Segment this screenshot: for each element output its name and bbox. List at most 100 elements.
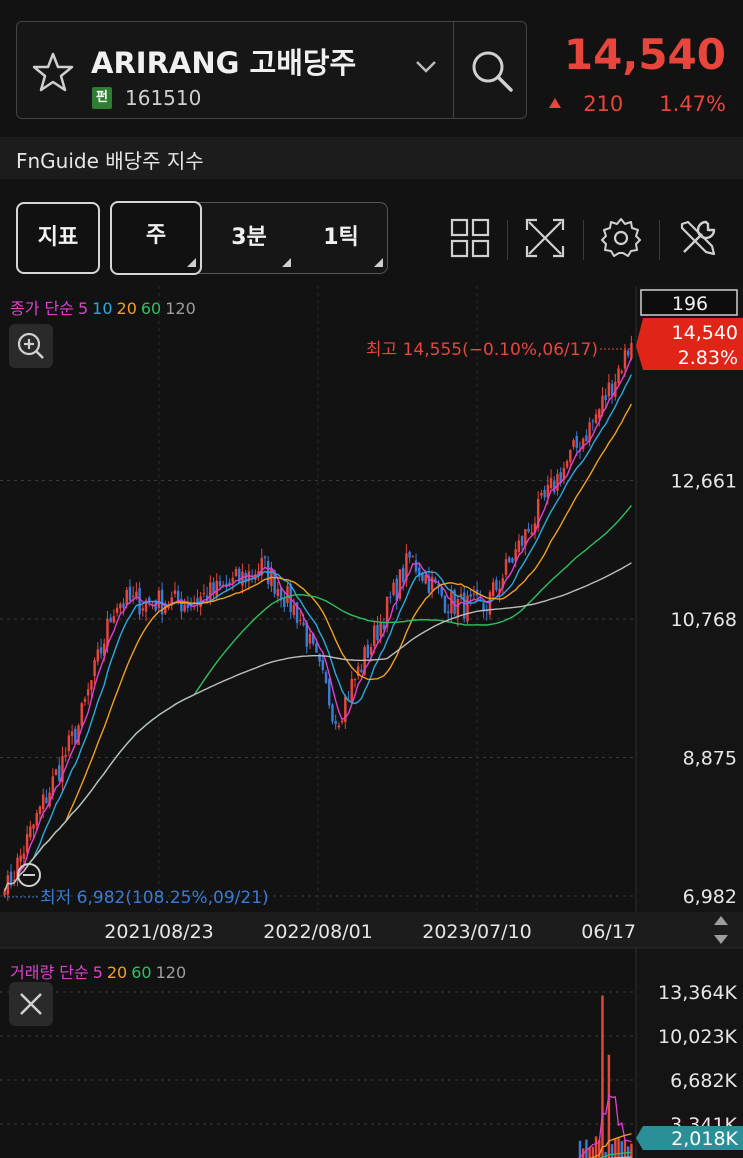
candle-body <box>257 570 260 576</box>
candle-body <box>392 582 395 595</box>
candle-body <box>77 725 80 745</box>
candle-body <box>459 593 463 596</box>
current-volume-tag <box>636 1126 743 1150</box>
candle-body <box>58 765 61 781</box>
candle-body <box>16 857 19 879</box>
period-weekly-button[interactable]: 주 <box>110 201 202 275</box>
price-ma-legend: 종가 단순 5 10 20 60 120 <box>10 295 200 319</box>
candle-body <box>160 589 164 615</box>
candle-body <box>106 618 109 648</box>
candle-body <box>572 440 575 447</box>
zoom-in-button[interactable] <box>9 324 53 368</box>
index-name: FnGuide 배당주 지수 <box>16 149 204 173</box>
candle-body <box>520 536 524 546</box>
price-volume-chart[interactable]: 12,661 10,768 8,875 6,982 2021/08/23 2022/08/… <box>0 286 743 1158</box>
volume-bar <box>617 1137 620 1158</box>
up-arrow-icon <box>714 916 728 925</box>
expand-icon[interactable] <box>523 216 567 260</box>
candle-body <box>6 875 10 895</box>
candle-body <box>170 597 173 606</box>
stock-name[interactable]: ARIRANG 고배당주 <box>91 46 357 80</box>
candle-body <box>263 556 267 559</box>
candle-body <box>29 826 32 838</box>
candle-body <box>234 569 238 577</box>
candle-body <box>183 604 186 612</box>
candle-body <box>498 588 501 593</box>
candle-body <box>151 604 154 606</box>
legend-ma-120: 120 <box>165 299 196 318</box>
candle-body <box>430 576 434 591</box>
current-volume-label: 2,018K <box>671 1128 738 1150</box>
search-icon[interactable] <box>469 48 515 94</box>
legend-ma-20: 20 <box>106 963 128 982</box>
candle-body <box>418 567 421 577</box>
tools-icon[interactable] <box>676 216 720 260</box>
candle-body <box>607 382 611 397</box>
candle-body <box>74 728 77 744</box>
index-bar: FnGuide 배당주 지수 <box>0 137 743 179</box>
candle-body <box>144 600 148 612</box>
candle-body <box>86 689 90 696</box>
grid-layout-icon[interactable] <box>448 216 492 260</box>
candle-body <box>408 551 411 558</box>
high-annotation: 최고 14,555(−0.10%,06/17) <box>366 340 598 360</box>
legend-ma-60: 60 <box>140 299 162 318</box>
candle-body <box>617 368 620 383</box>
candle-body <box>218 581 222 587</box>
candle-body <box>395 578 398 601</box>
candle-body <box>305 622 308 647</box>
favorite-star-icon[interactable] <box>31 50 75 94</box>
candle-body <box>344 696 347 722</box>
volume-bar <box>614 1138 617 1158</box>
candle-body <box>373 625 376 647</box>
candle-body <box>569 450 572 462</box>
stock-code: 161510 <box>125 86 202 110</box>
candle-body <box>228 582 231 586</box>
indicator-button[interactable]: 지표 <box>16 202 100 274</box>
candle-body <box>366 644 370 658</box>
candle-body <box>401 567 405 583</box>
candle-body <box>131 595 135 597</box>
candle-body <box>41 794 45 810</box>
period-3min-button[interactable]: 3분 <box>203 203 295 273</box>
candle-body <box>135 591 138 597</box>
candle-body <box>514 549 517 562</box>
legend-ma-60: 60 <box>131 963 152 982</box>
candle-body <box>292 605 296 616</box>
candle-body <box>405 553 408 581</box>
candle-body <box>488 592 492 615</box>
right-axis-background <box>636 286 743 1158</box>
close-volume-button[interactable] <box>9 982 53 1026</box>
zoom-out-icon <box>17 863 41 887</box>
chevron-down-icon[interactable] <box>415 60 437 74</box>
candle-body <box>427 575 431 593</box>
candle-body <box>389 596 392 598</box>
x-tick-label: 2022/08/01 <box>263 921 373 943</box>
volume-bars-group <box>578 995 633 1158</box>
candle-body <box>209 582 212 602</box>
legend-ma-5: 5 <box>77 299 89 318</box>
volume-y-tick-label: 13,364K <box>658 982 737 1004</box>
ma-line-20 <box>3 403 633 892</box>
candle-body <box>559 472 562 484</box>
volume-bar <box>601 995 604 1158</box>
candle-body <box>302 622 305 626</box>
candle-body <box>318 653 321 662</box>
volume-bar <box>620 1141 623 1158</box>
candle-body <box>273 570 276 594</box>
chart-area[interactable]: 12,661 10,768 8,875 6,982 2021/08/23 2022/08/… <box>0 286 743 1158</box>
volume-ma-legend: 거래량 단순 5 20 60 120 <box>10 959 190 983</box>
ma-line-120 <box>3 562 632 892</box>
period-1tick-button[interactable]: 1틱 <box>295 203 387 273</box>
candle-body <box>540 493 543 496</box>
candle-body <box>581 438 585 450</box>
candle-body <box>157 590 161 609</box>
candle-body <box>212 582 215 594</box>
candle-body <box>337 725 341 728</box>
up-arrow-icon <box>549 98 562 108</box>
candle-body <box>585 435 588 442</box>
candle-body <box>604 395 607 400</box>
volume-bar <box>610 1144 614 1158</box>
stock-search-box[interactable]: ARIRANG 고배당주 펀 161510 <box>16 21 527 119</box>
gear-icon[interactable] <box>599 216 643 260</box>
